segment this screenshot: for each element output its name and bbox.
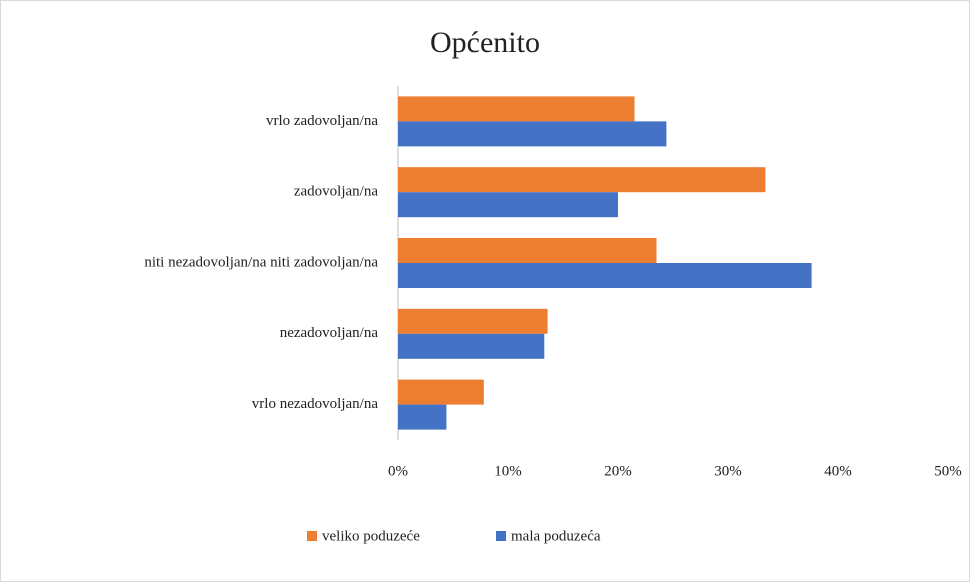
bar <box>398 404 447 430</box>
legend-swatch <box>307 531 317 541</box>
y-tick-label: nezadovoljan/na <box>280 325 379 341</box>
x-tick-label: 10% <box>494 463 522 479</box>
legend-label: veliko poduzeće <box>322 528 420 544</box>
x-tick-label: 0% <box>388 463 408 479</box>
y-tick-label: vrlo zadovoljan/na <box>266 113 378 129</box>
x-tick-label: 30% <box>714 463 742 479</box>
legend-swatch <box>496 531 506 541</box>
y-tick-label: zadovoljan/na <box>294 184 378 200</box>
bar <box>398 308 548 334</box>
bar <box>398 379 484 405</box>
legend-label: mala poduzeća <box>511 528 601 544</box>
chart-title: Općenito <box>430 26 540 59</box>
bar <box>398 333 545 359</box>
bar <box>398 167 766 193</box>
x-tick-label: 40% <box>824 463 852 479</box>
y-tick-label: vrlo nezadovoljan/na <box>252 396 379 412</box>
y-tick-label: niti nezadovoljan/na niti zadovoljan/na <box>144 254 378 270</box>
bar <box>398 96 635 122</box>
x-tick-label: 50% <box>934 463 962 479</box>
x-tick-label: 20% <box>604 463 632 479</box>
bar <box>398 263 812 288</box>
bar <box>398 238 657 263</box>
bar <box>398 192 618 218</box>
bar <box>398 121 667 147</box>
